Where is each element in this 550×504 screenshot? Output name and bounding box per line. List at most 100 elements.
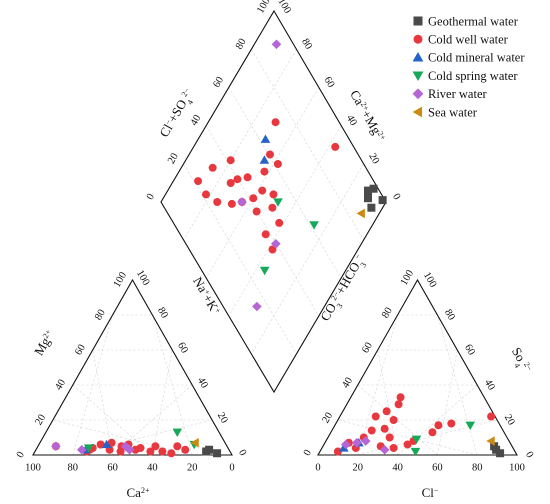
- legend-marker: [413, 16, 423, 26]
- cation-triangle: [32, 278, 233, 456]
- data-point: [496, 449, 505, 458]
- data-point: [465, 421, 476, 431]
- data-point: [227, 199, 236, 208]
- data-point: [208, 163, 217, 172]
- data-point: [382, 407, 391, 416]
- tick-label: 100: [509, 462, 525, 473]
- data-point: [83, 444, 94, 453]
- data-point: [213, 198, 222, 206]
- data-point: [378, 196, 387, 205]
- legend-item: Sea water: [412, 105, 478, 119]
- gridline: [183, 49, 297, 241]
- tick-label: 100: [25, 462, 41, 473]
- data-point: [379, 444, 390, 455]
- gridline: [92, 349, 113, 456]
- tick-label: 80: [472, 462, 483, 473]
- data-point: [194, 177, 203, 186]
- data-point: [396, 393, 405, 402]
- data-point: [403, 440, 412, 449]
- tick-label: 0: [315, 462, 320, 473]
- data-point: [131, 445, 140, 454]
- gridline: [251, 163, 364, 355]
- data-point: [380, 424, 389, 433]
- tick-label: 0: [15, 450, 27, 460]
- data-point: [173, 442, 182, 451]
- data-point: [490, 442, 499, 451]
- data-point: [352, 437, 362, 448]
- legend-label: Geothermal water: [428, 14, 519, 28]
- data-point: [487, 412, 496, 421]
- axis-label-mg: Mg2+: [31, 327, 58, 358]
- tick-label: 0: [523, 450, 535, 460]
- tick-label: 40: [392, 462, 403, 473]
- data-point: [258, 186, 267, 195]
- data-point: [367, 203, 376, 212]
- legend-label: Cold well water: [428, 33, 509, 47]
- data-point: [205, 445, 214, 454]
- tick-label: 60: [211, 75, 226, 90]
- tick-label: 100: [399, 268, 416, 287]
- data-point: [447, 419, 456, 428]
- tick-label: 60: [107, 462, 118, 473]
- axis-labels: Ca2+ Cl−Mg2+So42−Cl−+SO42− Ca2++Mg2+Na++K+…: [31, 86, 535, 500]
- tick-label: 20: [353, 462, 364, 473]
- tick-label: 20: [320, 411, 335, 426]
- tick-label: 80: [93, 308, 108, 323]
- tick-label: 60: [175, 341, 190, 356]
- data-point: [385, 433, 394, 442]
- data-point: [252, 301, 262, 312]
- data-point: [124, 444, 135, 455]
- data-point: [243, 173, 252, 182]
- legend: Geothermal water Cold well water Cold mine…: [412, 14, 525, 119]
- data-point: [107, 438, 116, 447]
- data-point: [269, 190, 278, 199]
- tick-label: 40: [482, 378, 497, 393]
- tick-label: 60: [360, 341, 375, 356]
- gridline: [228, 125, 342, 317]
- data-point: [116, 447, 125, 456]
- data-point: [260, 134, 271, 143]
- data-point: [356, 208, 365, 219]
- tick-label: 20: [166, 151, 181, 166]
- legend-item: Cold spring water: [412, 69, 518, 83]
- data-point: [367, 426, 376, 435]
- data-point: [341, 439, 351, 450]
- data-point: [266, 150, 274, 159]
- data-point: [434, 421, 443, 430]
- data-point: [172, 428, 183, 438]
- tick-label: 20: [366, 151, 381, 166]
- tick-label: 100: [275, 0, 292, 16]
- central-diamond: [160, 9, 387, 394]
- tick-label: 80: [155, 306, 170, 321]
- gridline: [251, 49, 364, 241]
- tick-label: 20: [187, 462, 198, 473]
- legend-item: Geothermal water: [413, 14, 519, 28]
- gridline: [205, 87, 320, 279]
- tick-label: 60: [462, 343, 477, 358]
- data-point: [146, 447, 155, 456]
- tick-label: 80: [442, 308, 457, 323]
- data-point: [309, 221, 319, 230]
- axis-label-na-k: Na++K+: [190, 274, 224, 317]
- data-point: [360, 436, 371, 446]
- gridline: [152, 349, 173, 456]
- tick-label: 40: [195, 376, 210, 391]
- tick-label: 60: [73, 343, 88, 358]
- data-point: [167, 449, 176, 458]
- tick-label: 80: [68, 462, 79, 473]
- data-point: [233, 175, 242, 184]
- data-point: [226, 156, 235, 165]
- tick-label: 40: [147, 462, 158, 473]
- data-point: [333, 447, 342, 456]
- tick-label: 100: [421, 270, 438, 289]
- data-point: [389, 444, 398, 452]
- axis-label-co3-hco3: CO32−+HCO3−: [317, 252, 370, 326]
- data-point: [201, 190, 210, 199]
- data-point: [268, 203, 277, 212]
- data-point: [410, 447, 421, 457]
- data-point: [213, 449, 222, 458]
- legend-marker: [412, 88, 424, 100]
- data-point: [151, 442, 160, 451]
